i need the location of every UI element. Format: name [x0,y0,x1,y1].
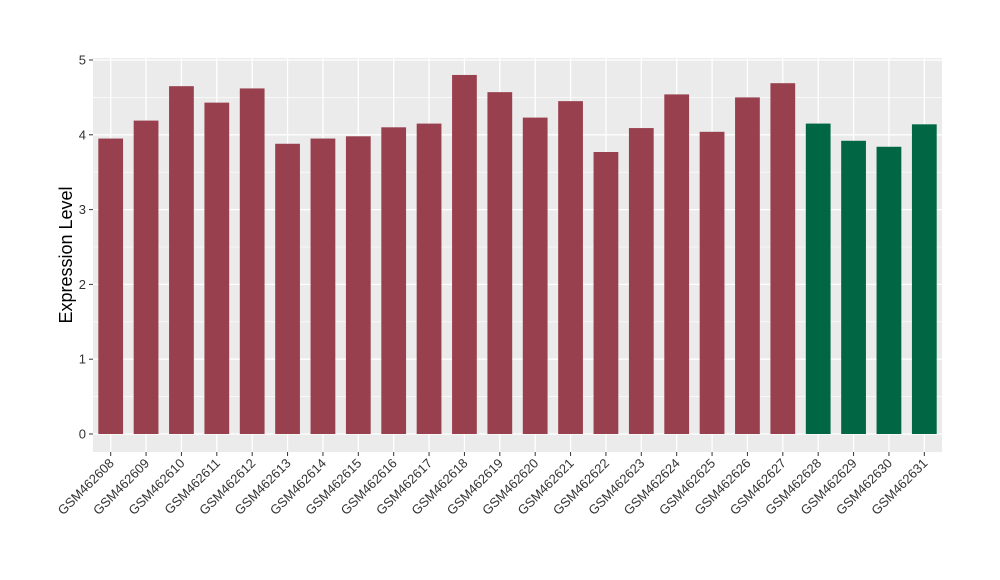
bar [593,152,619,434]
y-axis-title: Expression Level [56,186,76,323]
bar [735,97,760,435]
bar [275,143,300,434]
y-tick-label: 2 [79,277,86,292]
plot-panel [93,58,942,452]
bar [169,86,194,435]
bar [770,83,796,435]
bar [204,102,230,435]
bar [345,136,371,434]
y-tick-label: 3 [79,202,86,217]
bar [522,117,548,434]
bar [558,101,583,434]
y-tick-label: 1 [79,352,86,367]
x-axis: GSM462608GSM462609GSM462610GSM462611GSM4… [55,452,930,518]
bar [381,127,407,434]
bar [239,88,265,434]
bar [841,140,866,434]
bar [416,123,442,434]
bars [98,74,937,435]
bar [876,146,902,434]
bar [133,120,159,434]
bar [664,94,690,435]
y-axis: 0 1 2 3 4 5 [79,53,93,442]
y-tick-label: 0 [79,427,86,442]
bar [911,124,937,434]
y-tick-label: 4 [79,127,86,142]
bar [628,128,654,434]
bar [487,92,513,434]
bar [699,131,725,435]
bar [805,123,831,434]
y-tick-label: 5 [79,53,86,68]
bar [452,74,477,435]
bar [98,138,124,435]
bar [310,138,336,435]
